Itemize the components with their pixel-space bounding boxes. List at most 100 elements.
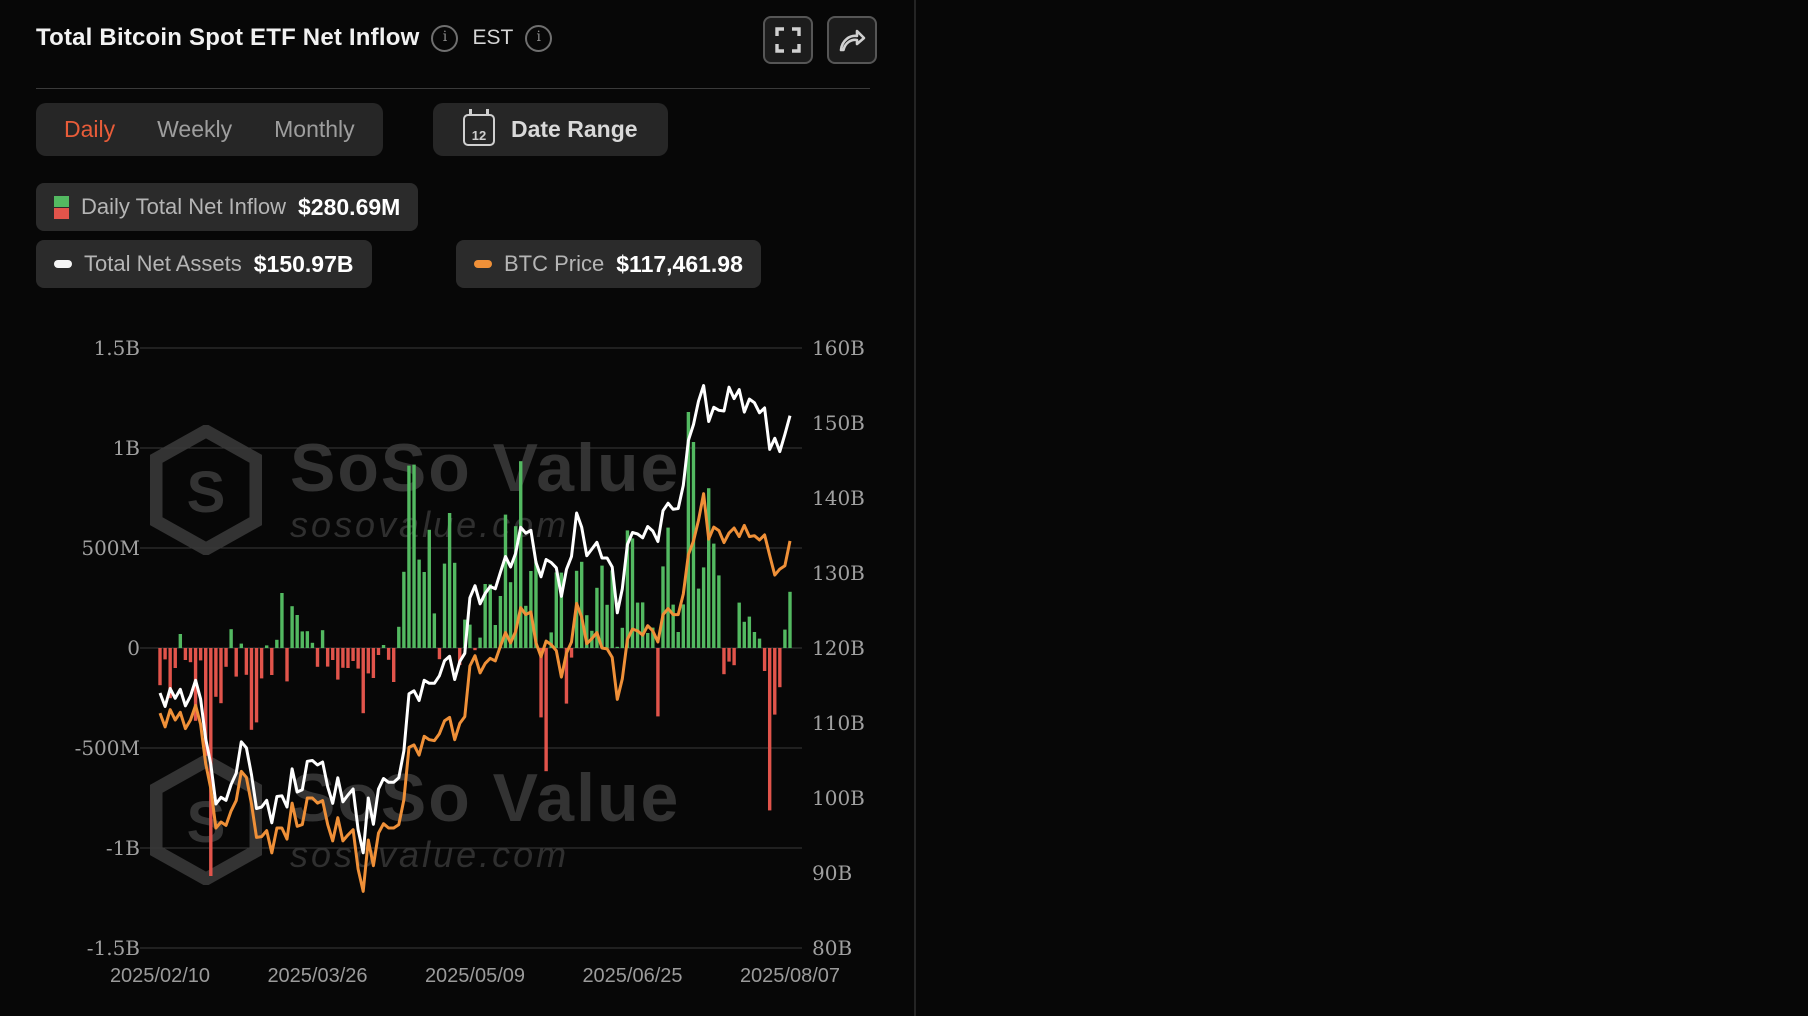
inflow-bar xyxy=(442,563,447,648)
inflow-bar xyxy=(508,582,513,648)
inflow-bar xyxy=(493,625,498,648)
inflow-bar xyxy=(198,648,203,661)
x-axis-tick: 2025/05/09 xyxy=(425,965,525,987)
inflow-bar xyxy=(630,538,635,648)
inflow-bar xyxy=(473,648,477,651)
x-axis-tick: 2025/03/26 xyxy=(267,965,367,987)
inflow-bar xyxy=(427,529,431,648)
inflow-legend-icon xyxy=(54,195,69,219)
info-icon[interactable] xyxy=(431,24,459,52)
inflow-bar xyxy=(371,648,376,678)
left-axis-tick: 1.5B xyxy=(93,336,140,360)
inflow-bar xyxy=(437,648,442,660)
assets-line-icon xyxy=(54,260,72,268)
net-inflow-chart[interactable]: 1.5B 1B 500M 0 -500M -1B -1.5B 160B 150B 140B 130B… xyxy=(0,0,915,1016)
inflow-bar xyxy=(356,648,360,669)
right-axis-tick: 120B xyxy=(812,636,865,660)
inflow-bar xyxy=(661,566,665,648)
btc-price-line xyxy=(158,492,792,893)
calendar-icon-number: 12 xyxy=(471,127,487,143)
inflow-bar xyxy=(351,648,355,661)
inflow-bar xyxy=(204,648,208,756)
inflow-bar xyxy=(686,412,691,648)
inflow-bar xyxy=(539,648,543,718)
left-axis-tick: 0 xyxy=(127,636,140,660)
inflow-bar xyxy=(158,648,162,686)
inflow-bar xyxy=(264,645,269,648)
x-axis-tick: 2025/06/25 xyxy=(582,965,682,987)
fullscreen-button[interactable] xyxy=(763,16,813,64)
tab-weekly[interactable]: Weekly xyxy=(157,116,233,142)
inflow-bar xyxy=(463,619,467,648)
divider xyxy=(36,88,870,89)
inflow-bar xyxy=(214,648,218,697)
x-axis-tick: 2025/02/10 xyxy=(110,965,210,987)
inflow-bar xyxy=(244,648,249,675)
inflow-bar xyxy=(615,646,619,648)
right-axis-tick: 150B xyxy=(812,411,865,435)
inflow-bar xyxy=(290,606,294,648)
inflow-bar xyxy=(656,648,660,717)
inflow-bar xyxy=(295,615,299,648)
inflow-bar xyxy=(341,648,345,668)
inflow-bar xyxy=(549,632,553,648)
inflow-bar xyxy=(701,567,706,648)
x-axis-tick: 2025/08/07 xyxy=(740,965,840,987)
inflow-bar xyxy=(366,648,371,674)
inflow-bar xyxy=(407,465,411,648)
inflow-bar xyxy=(757,638,762,648)
inflow-bar xyxy=(625,530,630,648)
inflow-bar xyxy=(412,464,416,648)
inflow-bar xyxy=(239,643,243,648)
inflow-bar xyxy=(325,648,330,667)
inflow-bar xyxy=(173,648,177,668)
inflow-bar xyxy=(529,571,533,648)
inflow-bar xyxy=(417,559,421,648)
inflow-bar xyxy=(224,648,228,667)
inflow-bar xyxy=(305,631,310,648)
inflow-bar xyxy=(183,648,188,660)
inflow-bar xyxy=(234,648,238,677)
inflow-bar xyxy=(646,633,650,648)
left-axis-tick: -500M xyxy=(75,736,140,760)
inflow-bar xyxy=(600,565,604,648)
inflow-bar xyxy=(163,648,167,660)
inflow-bar xyxy=(432,613,437,648)
info-icon[interactable] xyxy=(525,24,553,52)
inflow-bar xyxy=(681,604,686,648)
inflow-bar xyxy=(346,648,350,668)
legend-inflow[interactable]: Daily Total Net Inflow $280.69M xyxy=(36,183,419,231)
inflow-bar xyxy=(513,526,518,648)
inflow-bar xyxy=(569,648,574,658)
tab-monthly[interactable]: Monthly xyxy=(274,116,355,142)
right-axis-tick: 130B xyxy=(812,561,865,585)
legend-value: $280.69M xyxy=(298,193,401,220)
legend-assets[interactable]: Total Net Assets $150.97B xyxy=(36,240,372,288)
inflow-bar xyxy=(488,584,492,648)
tab-daily[interactable]: Daily xyxy=(64,116,116,142)
inflow-bar xyxy=(773,648,777,715)
share-button[interactable] xyxy=(827,16,877,64)
inflow-bar xyxy=(676,632,680,648)
page-title: Total Bitcoin Spot ETF Net Inflow xyxy=(36,24,420,51)
legend-value: $117,461.98 xyxy=(616,250,743,277)
inflow-bar xyxy=(595,587,599,648)
legend-label: Daily Total Net Inflow xyxy=(81,194,287,219)
inflow-bar xyxy=(270,648,274,675)
inflow-bar xyxy=(788,591,792,648)
inflow-bar xyxy=(742,621,746,648)
inflow-bar xyxy=(478,637,482,648)
inflow-bar xyxy=(666,527,670,648)
left-axis-tick: 1B xyxy=(113,436,140,460)
legend-btc[interactable]: BTC Price $117,461.98 xyxy=(456,240,761,288)
inflow-bar xyxy=(503,514,508,648)
inflow-bar xyxy=(285,648,289,682)
right-axis-tick: 100B xyxy=(812,786,865,810)
inflow-bar xyxy=(579,561,584,648)
date-range-button[interactable]: 12 Date Range xyxy=(433,103,668,156)
inflow-bar xyxy=(458,648,462,665)
inflow-bar xyxy=(722,648,726,675)
inflow-bar xyxy=(605,604,609,648)
inflow-bar xyxy=(620,627,625,648)
inflow-bar xyxy=(564,648,569,704)
